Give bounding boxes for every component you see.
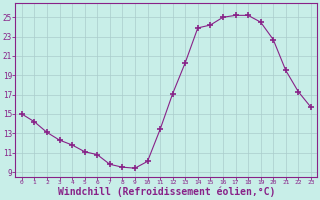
X-axis label: Windchill (Refroidissement éolien,°C): Windchill (Refroidissement éolien,°C) bbox=[58, 187, 275, 197]
